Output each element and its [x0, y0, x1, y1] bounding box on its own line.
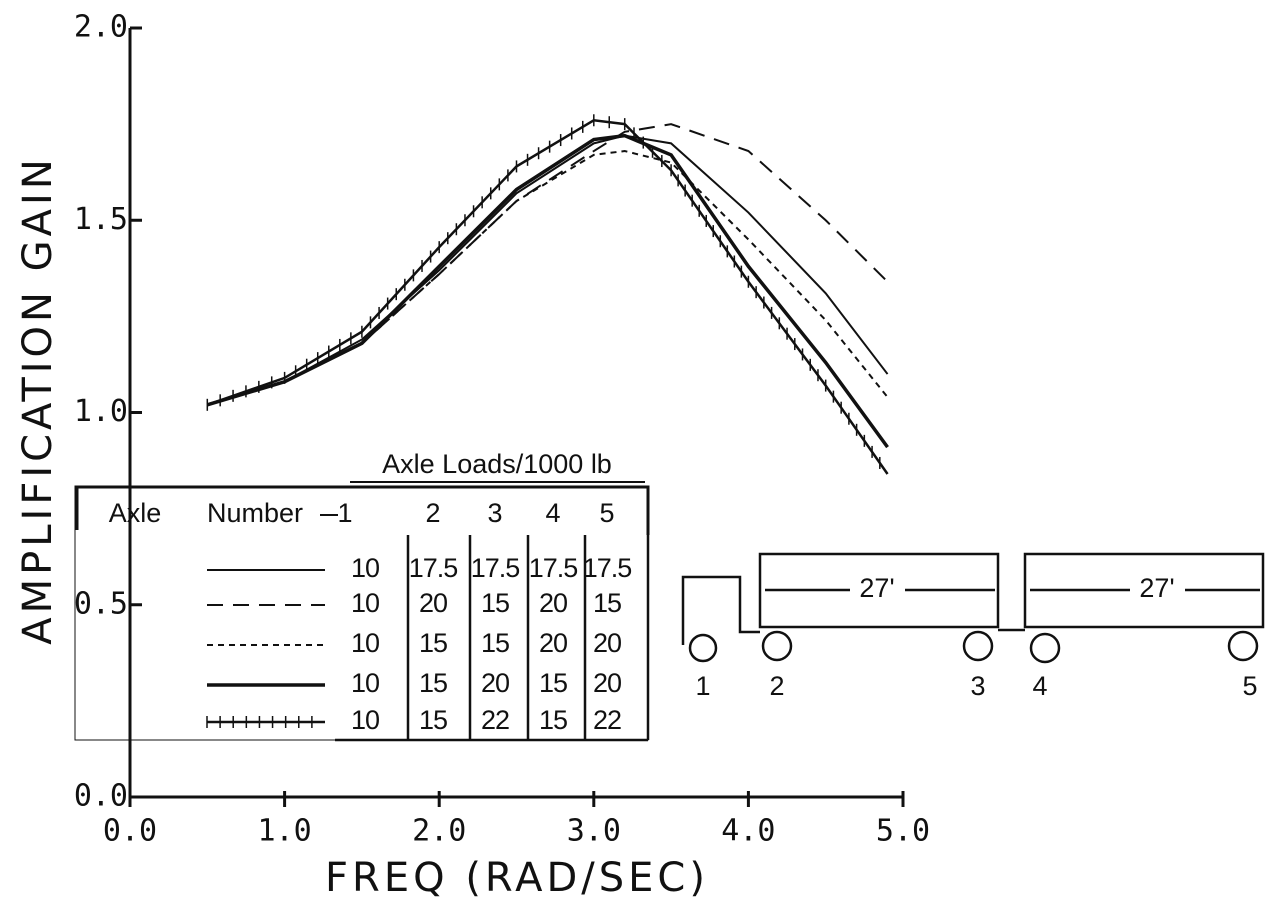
table-cell: 20	[539, 628, 567, 658]
table-cell: 15	[419, 628, 447, 658]
wheel	[962, 630, 994, 662]
table-cell: 22	[593, 705, 621, 735]
table-cell: 15	[481, 588, 509, 618]
length-label: 27'	[859, 573, 894, 603]
table-cell: 20	[481, 668, 509, 698]
header-box	[75, 485, 650, 535]
wheel	[1029, 632, 1061, 664]
table-cell: 15	[419, 705, 447, 735]
truck-diagram: 27' 27' 1 2 3 4 5	[681, 552, 1265, 701]
y-tick-label: 2.0	[74, 10, 128, 45]
table-cell: 22	[481, 705, 509, 735]
table-cell: 20	[539, 588, 567, 618]
trailer	[1023, 552, 1265, 629]
y-tick-label: 1.0	[74, 394, 128, 429]
length-label: 27'	[1139, 573, 1174, 603]
x-tick-label: 1.0	[258, 814, 312, 849]
table-cell: 17.5	[529, 553, 578, 583]
column-header: 5	[599, 498, 614, 528]
table-cell: 20	[593, 668, 621, 698]
x-tick-label: 5.0	[876, 814, 930, 849]
series	[206, 133, 889, 449]
axle-number: 4	[1032, 671, 1047, 701]
y-tick-label: 0.0	[74, 779, 128, 814]
column-header: 3	[487, 498, 502, 528]
axle-number: 1	[695, 671, 710, 701]
axle-number: 3	[970, 671, 985, 701]
column-header: Number	[207, 498, 303, 528]
line	[207, 150, 889, 406]
axle-number: 2	[769, 671, 784, 701]
series	[207, 134, 889, 406]
table-cell: 20	[419, 588, 447, 618]
y-tick-label: 1.5	[74, 202, 128, 237]
table-cell: 10	[351, 553, 379, 583]
trailer	[758, 552, 1000, 629]
table-cell: 15	[419, 668, 447, 698]
wheel	[1227, 630, 1259, 662]
line	[207, 134, 889, 406]
column-header: 4	[545, 498, 560, 528]
table-cell: 15	[593, 588, 621, 618]
y-axis-label: AMPLIFICATION GAIN	[15, 155, 61, 645]
axle-number: 5	[1242, 671, 1257, 701]
column-header: Axle	[109, 498, 162, 528]
column-header: 1	[337, 498, 352, 528]
y-tick-label: 0.5	[74, 586, 128, 621]
table-cell: 15	[481, 628, 509, 658]
column-header: 2	[425, 498, 440, 528]
x-tick-label: 4.0	[721, 814, 775, 849]
series	[206, 114, 889, 475]
line	[206, 133, 889, 449]
table-cell: 15	[539, 705, 567, 735]
table-cell: 10	[351, 588, 379, 618]
table-title: Axle Loads/1000 lb	[382, 449, 612, 479]
table-cell: 15	[539, 668, 567, 698]
x-tick-label: 3.0	[567, 814, 621, 849]
table-cell: 10	[351, 628, 379, 658]
table-cell: 17.5	[583, 553, 632, 583]
series	[207, 150, 889, 406]
x-axis-label: FREQ (RAD/SEC)	[325, 855, 709, 901]
table-cell: 20	[593, 628, 621, 658]
table-cell: 17.5	[471, 553, 520, 583]
table-cell: 10	[351, 705, 379, 735]
wheel	[761, 630, 793, 662]
table-cell: 17.5	[409, 553, 458, 583]
x-tick-label: 2.0	[412, 814, 466, 849]
table-cell: 10	[351, 668, 379, 698]
x-tick-label: 0.0	[103, 814, 157, 849]
wheel	[688, 633, 718, 663]
cab	[681, 575, 760, 645]
